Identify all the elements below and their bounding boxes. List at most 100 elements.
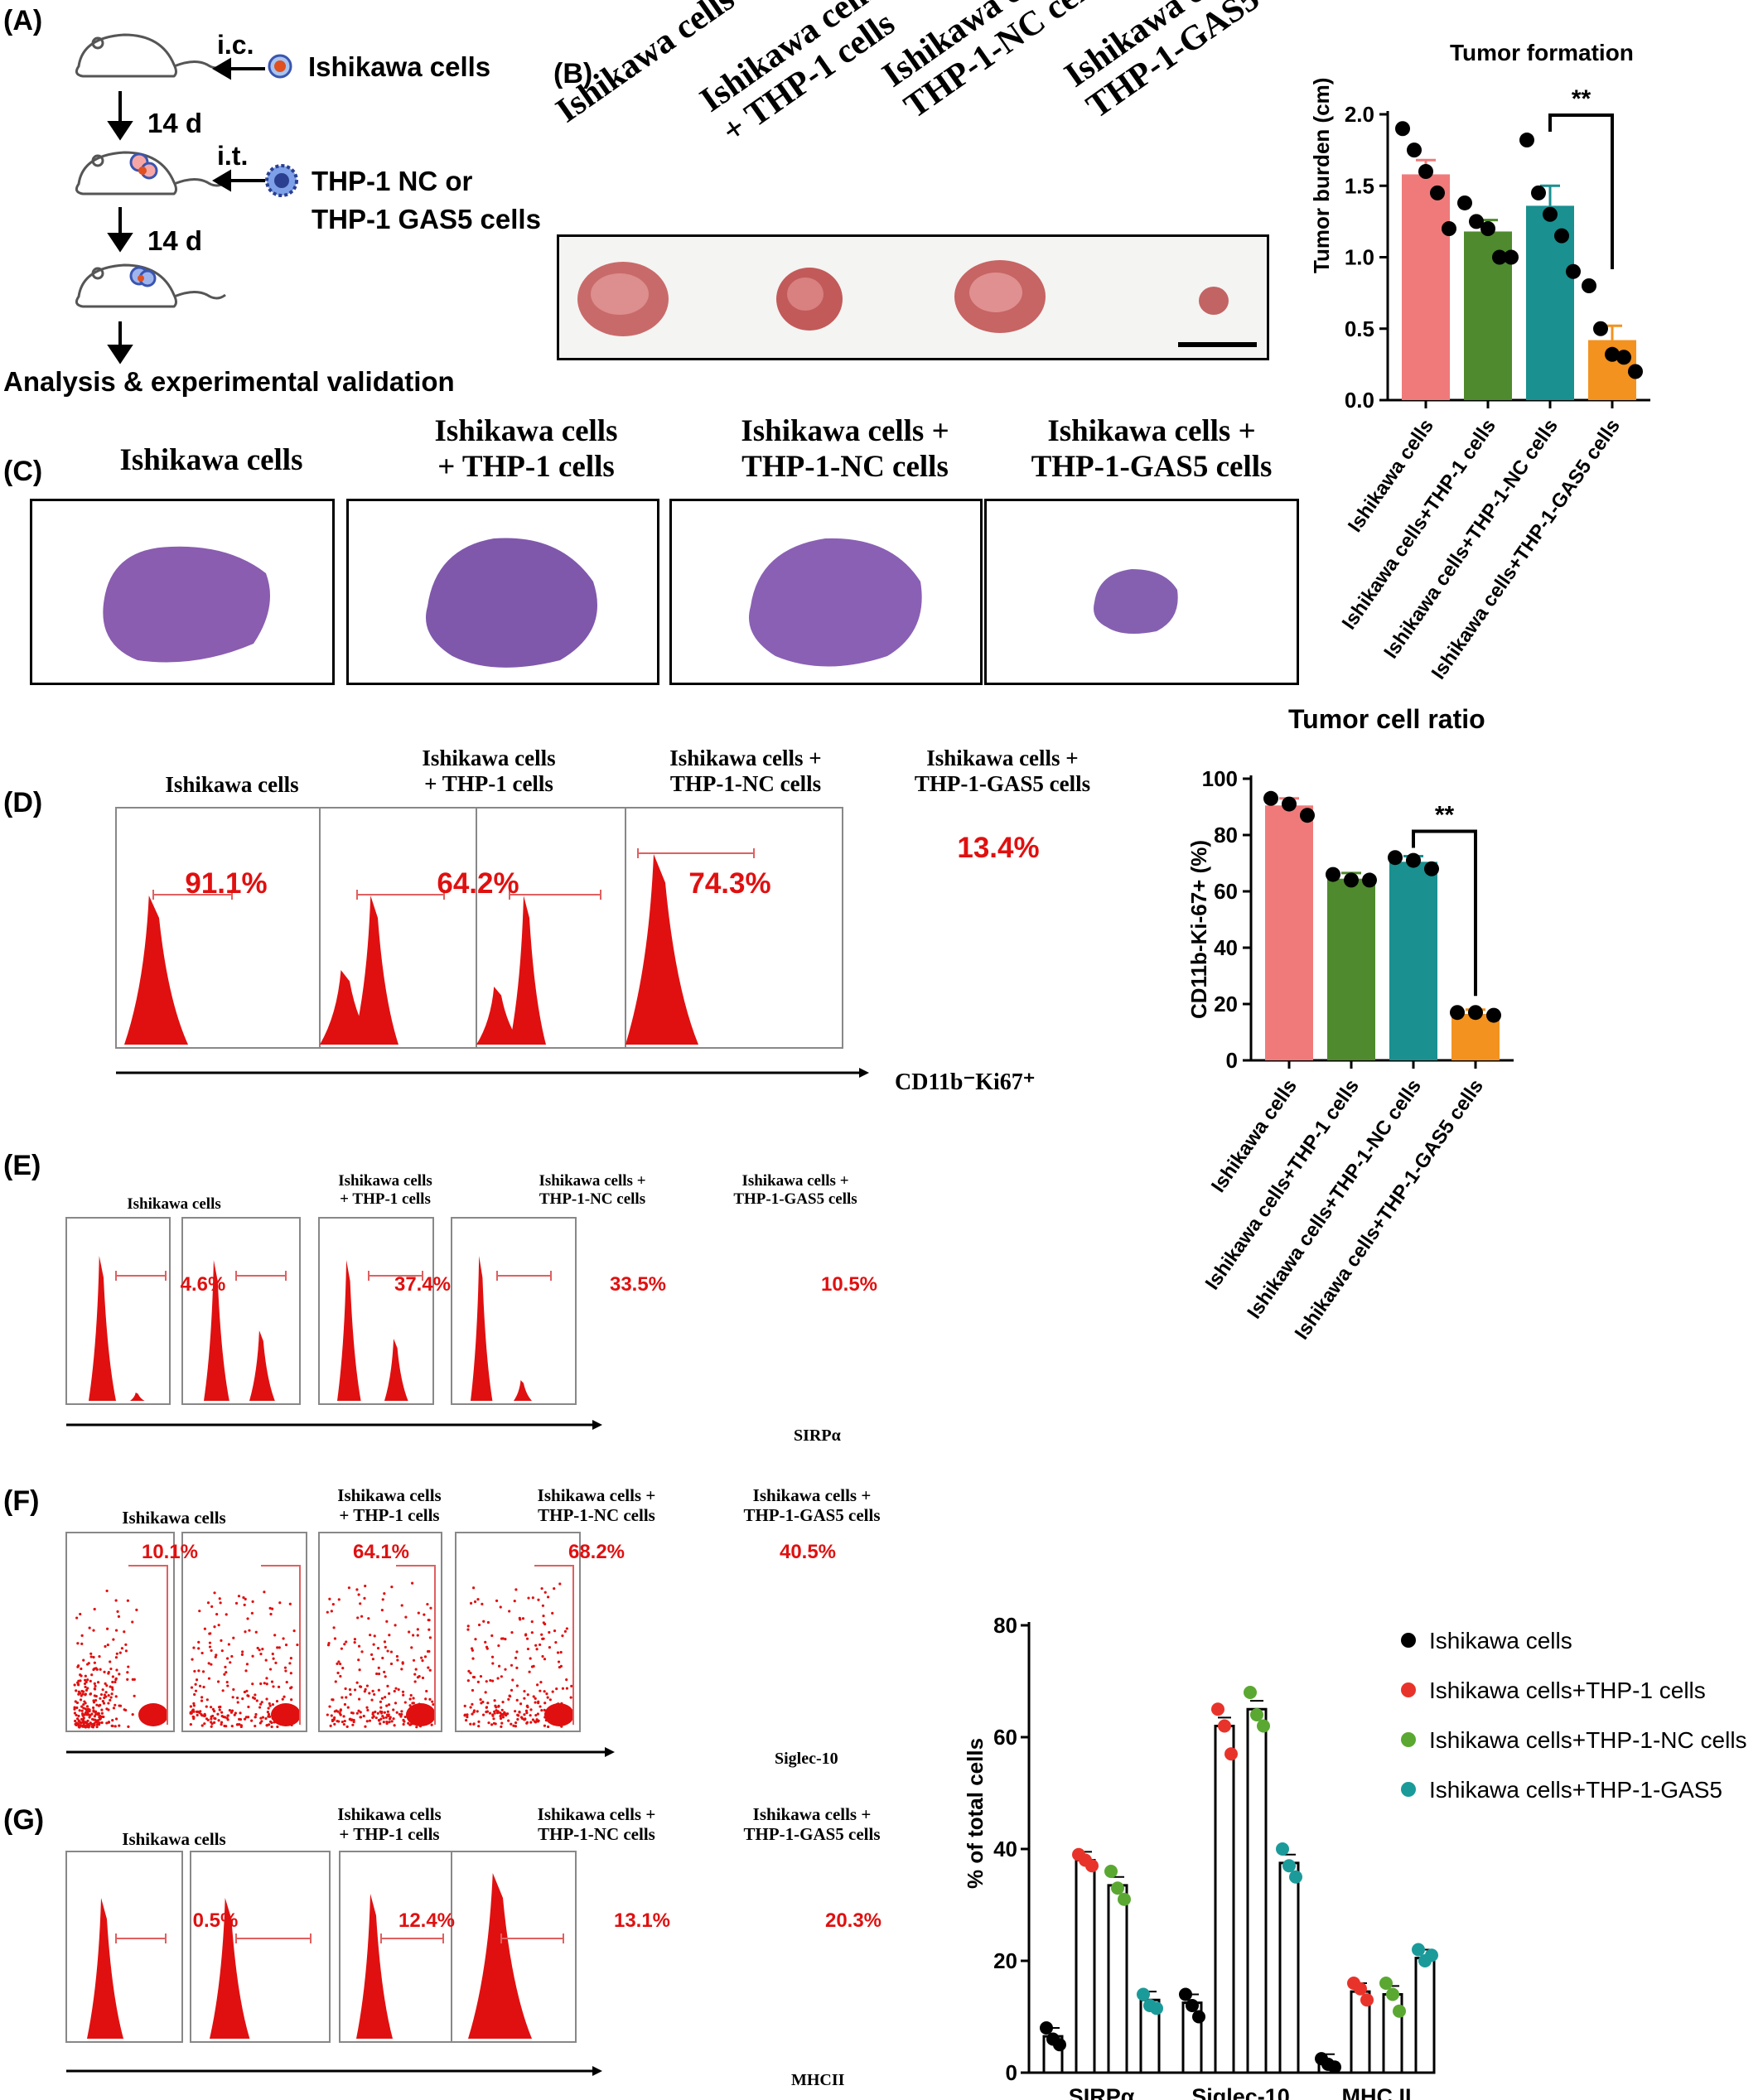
mouse-icon-1: [75, 33, 226, 78]
histogram-peak: [468, 1873, 532, 2039]
data-point: [1388, 850, 1403, 866]
e-header-4: Ishikawa cells + THP-1-GAS5 cells: [733, 1172, 857, 1208]
data-point: [1362, 872, 1377, 888]
he-section-2: [426, 538, 597, 668]
gate: [261, 1565, 301, 1725]
data-point: [1486, 1007, 1501, 1023]
data-point: [1186, 1999, 1199, 2012]
histogram-frame: [190, 1851, 331, 2043]
histogram-frame: [181, 1217, 301, 1405]
c-header-3: Ishikawa cells + THP-1-NC cells: [741, 414, 949, 484]
data-point: [1118, 1892, 1131, 1906]
data-point: [1289, 1870, 1302, 1884]
data-point: [1344, 872, 1359, 888]
data-point: [1469, 214, 1484, 229]
g-header-3: Ishikawa cells + THP-1-NC cells: [537, 1804, 656, 1845]
dotplot-cluster: [406, 1703, 436, 1726]
cells-thp1-line1: THP-1 NC or: [312, 166, 473, 196]
panel-d-label: (D): [3, 787, 43, 818]
y-tick-label: 40: [1214, 935, 1238, 960]
e-header-3: Ishikawa cells + THP-1-NC cells: [539, 1172, 646, 1208]
data-point: [1519, 133, 1534, 148]
d-header-3: Ishikawa cells + THP-1-NC cells: [669, 746, 822, 797]
legend-marker: [1401, 1732, 1416, 1747]
route-ic: i.c.: [217, 30, 254, 60]
x-axis-arrowhead: [592, 2066, 602, 2076]
dotplots-f: [65, 1532, 615, 1757]
panel-f-label: (F): [3, 1485, 40, 1517]
e-percent-3: 33.5%: [609, 1273, 667, 1296]
histogram-peak: [356, 1894, 393, 2039]
data-point: [1360, 1993, 1374, 2007]
y-tick-label: 80: [993, 1613, 1017, 1638]
data-point: [1218, 1719, 1231, 1733]
y-tick-label: 80: [1214, 823, 1238, 847]
data-point: [1111, 1881, 1124, 1895]
analysis-footer: Analysis & experimental validation: [3, 366, 455, 397]
bar: [1107, 1884, 1128, 2074]
he-section-1: [103, 546, 270, 663]
histogram-peak: [130, 1393, 145, 1401]
y-tick-label: 2.0: [1345, 102, 1374, 127]
day-1: 14 d: [147, 108, 203, 138]
histogram-peak: [353, 896, 398, 1045]
g-header-2: Ishikawa cells + THP-1 cells: [337, 1804, 442, 1845]
data-point: [1328, 2060, 1341, 2074]
f-percent-2: 64.1%: [352, 1541, 410, 1563]
route-it: i.t.: [217, 141, 249, 171]
significance-bracket: [1548, 113, 1614, 269]
data-point: [1425, 1948, 1438, 1962]
cells-thp1-line2: THP-1 GAS5 cells: [312, 204, 541, 234]
bar: [1265, 805, 1313, 1060]
bar: [1402, 174, 1450, 400]
legend-label: Ishikawa cells+THP-1 cells: [1429, 1678, 1706, 1703]
data-point: [1192, 2010, 1205, 2024]
d-percent-1: 91.1%: [185, 867, 268, 900]
he-section-4: [1094, 569, 1178, 635]
significance-bracket: [1412, 829, 1477, 997]
histogram-frame: [65, 1217, 171, 1405]
gate: [128, 1565, 168, 1725]
y-tick-label: 40: [993, 1837, 1017, 1861]
histogram-peak: [124, 896, 188, 1045]
histograms-e: [65, 1217, 602, 1430]
g-percent-3: 13.1%: [613, 1909, 671, 1932]
y-tick-label: 1.5: [1345, 173, 1374, 198]
chart-percent-total-cells: 0 20 40 60 80 SIRPα Siglec-10 MHC II Ishikawa ce…: [993, 1613, 1746, 2100]
data-point: [1418, 164, 1433, 179]
cells-ishikawa: Ishikawa cells: [308, 51, 491, 82]
data-point: [1263, 790, 1278, 806]
y-tick-label: 1.0: [1345, 245, 1374, 270]
dotplot-events: [73, 1589, 138, 1729]
data-point: [1354, 1982, 1367, 1996]
e-percent-4: 10.5%: [820, 1273, 878, 1296]
data-point: [1424, 861, 1439, 876]
e-axis-label: SIRPα: [794, 1427, 841, 1445]
e-header-2: Ishikawa cells + THP-1 cells: [338, 1172, 432, 1208]
panel-b-label: (B): [553, 58, 593, 89]
day-2: 14 d: [147, 225, 203, 256]
data-point: [1137, 1987, 1150, 2001]
g-percent-2: 12.4%: [398, 1909, 456, 1932]
f-axis-label: Siglec-10: [775, 1750, 838, 1768]
histograms-d: [115, 807, 869, 1078]
mouse-icon-3: [75, 263, 226, 308]
data-point: [1085, 1859, 1099, 1873]
dotplot-cluster: [138, 1703, 168, 1726]
data-point: [1543, 206, 1558, 222]
data-point: [1386, 1987, 1399, 2001]
significance-label: **: [1435, 802, 1455, 829]
data-point: [1407, 142, 1422, 158]
significance-label: **: [1572, 85, 1592, 113]
panel-e-label: (E): [3, 1150, 41, 1181]
y-tick-label: 0: [1226, 1048, 1238, 1073]
histogram-peak: [249, 1330, 275, 1401]
histogram-peak: [471, 1256, 493, 1401]
f-percent-1: 10.1%: [141, 1541, 199, 1563]
histogram-peak: [337, 1260, 361, 1401]
he-frame-3: [669, 499, 983, 685]
g-percent-4: 20.3%: [824, 1909, 882, 1932]
bar: [1246, 1707, 1268, 2074]
